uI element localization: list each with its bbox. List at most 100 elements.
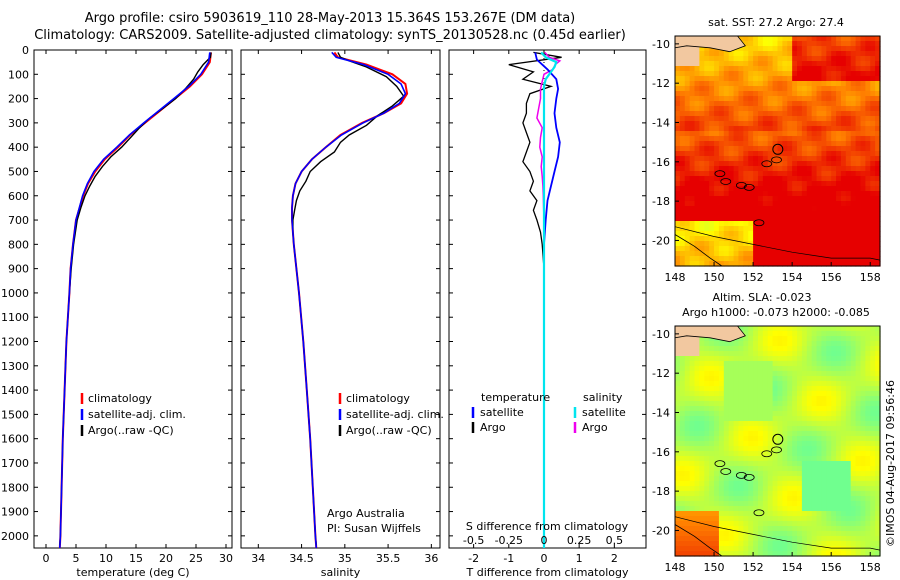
map-cell bbox=[728, 361, 735, 367]
map-cell bbox=[845, 126, 852, 132]
map-cell bbox=[772, 331, 779, 337]
map-cell bbox=[718, 446, 725, 452]
map-cell bbox=[679, 531, 686, 537]
map-cell bbox=[860, 531, 866, 537]
map-cell bbox=[753, 366, 759, 372]
map-cell bbox=[850, 36, 857, 42]
map-cell bbox=[757, 91, 764, 97]
map-cell bbox=[772, 126, 779, 132]
map-cell bbox=[787, 391, 793, 397]
map-cell bbox=[679, 216, 686, 222]
map-cell bbox=[748, 131, 754, 137]
map-cell bbox=[865, 456, 871, 462]
map-cell bbox=[762, 196, 769, 202]
map-cell bbox=[855, 126, 862, 132]
map-cell bbox=[816, 351, 823, 357]
map-cell bbox=[806, 221, 813, 227]
map-cell bbox=[714, 431, 720, 437]
map-cell bbox=[777, 451, 783, 457]
map-cell bbox=[831, 396, 837, 402]
map-cell bbox=[767, 336, 774, 342]
map-cell bbox=[797, 461, 803, 467]
map-cell bbox=[772, 66, 779, 72]
map-cell bbox=[811, 226, 818, 232]
map-cell bbox=[767, 361, 774, 367]
map-cell bbox=[855, 111, 862, 117]
map-cell bbox=[792, 91, 798, 97]
map-cell bbox=[801, 191, 808, 197]
map-cell bbox=[850, 451, 857, 457]
map-cell bbox=[762, 516, 769, 522]
map-cell bbox=[836, 76, 842, 82]
map-cell bbox=[801, 411, 808, 417]
map-cell bbox=[826, 121, 832, 127]
map-cell bbox=[811, 381, 818, 387]
map-cell bbox=[723, 86, 730, 92]
map-cell bbox=[762, 176, 769, 182]
map-cell bbox=[684, 186, 691, 192]
map-cell bbox=[865, 261, 871, 267]
map-cell bbox=[811, 411, 818, 417]
map-cell bbox=[831, 526, 837, 532]
map-cell bbox=[801, 481, 808, 487]
map-cell bbox=[797, 56, 803, 62]
map-cell bbox=[792, 456, 798, 462]
map-cell bbox=[860, 226, 866, 232]
map-cell bbox=[875, 546, 881, 552]
map-cell bbox=[801, 141, 808, 147]
map-cell bbox=[787, 376, 793, 382]
map-cell bbox=[806, 166, 813, 172]
map-cell bbox=[723, 81, 730, 87]
map-cell bbox=[699, 506, 705, 512]
map-cell bbox=[767, 151, 774, 157]
map-cell bbox=[704, 101, 710, 107]
map-cell bbox=[767, 426, 774, 432]
map-cell bbox=[675, 226, 681, 232]
map-cell bbox=[782, 346, 788, 352]
map-cell bbox=[870, 391, 876, 397]
map-cell bbox=[875, 156, 881, 162]
map-cell bbox=[870, 396, 876, 402]
map-cell bbox=[797, 96, 803, 102]
map-cell bbox=[806, 261, 813, 267]
map-cell bbox=[850, 246, 857, 252]
map-cell bbox=[709, 151, 715, 157]
map-cell bbox=[748, 441, 754, 447]
map-cell bbox=[679, 426, 686, 432]
map-cell bbox=[743, 91, 749, 97]
map-cell bbox=[723, 181, 730, 187]
map-cell bbox=[689, 86, 696, 92]
map-cell bbox=[860, 501, 866, 507]
map-cell bbox=[845, 106, 852, 112]
map-cell bbox=[860, 81, 866, 87]
map-cell bbox=[733, 411, 740, 417]
map-cell bbox=[831, 546, 837, 552]
map-cell bbox=[709, 46, 715, 52]
map-cell bbox=[831, 471, 837, 477]
map-cell bbox=[767, 481, 774, 487]
map-cell bbox=[870, 106, 876, 112]
map-cell bbox=[733, 71, 740, 77]
map-cell bbox=[757, 356, 764, 362]
map-cell bbox=[723, 531, 730, 537]
map-cell bbox=[679, 121, 686, 127]
map-cell bbox=[797, 436, 803, 442]
map-cell bbox=[801, 511, 808, 517]
map-cell bbox=[816, 71, 823, 77]
map-cell bbox=[870, 376, 876, 382]
map-cell bbox=[718, 501, 725, 507]
map-cell bbox=[718, 451, 725, 457]
map-cell bbox=[816, 256, 823, 262]
map-cell bbox=[694, 496, 700, 502]
map-cell bbox=[718, 511, 725, 517]
map-cell bbox=[704, 211, 710, 217]
map-cell bbox=[870, 531, 876, 537]
land-mass bbox=[674, 325, 746, 343]
map-cell bbox=[723, 96, 730, 102]
map-cell bbox=[777, 496, 783, 502]
map-cell bbox=[801, 551, 808, 557]
map-cell bbox=[865, 541, 871, 547]
note-argo-australia: Argo Australia bbox=[327, 507, 405, 520]
map-cell bbox=[831, 326, 837, 332]
top-tick-label: 0.5 bbox=[606, 534, 624, 547]
